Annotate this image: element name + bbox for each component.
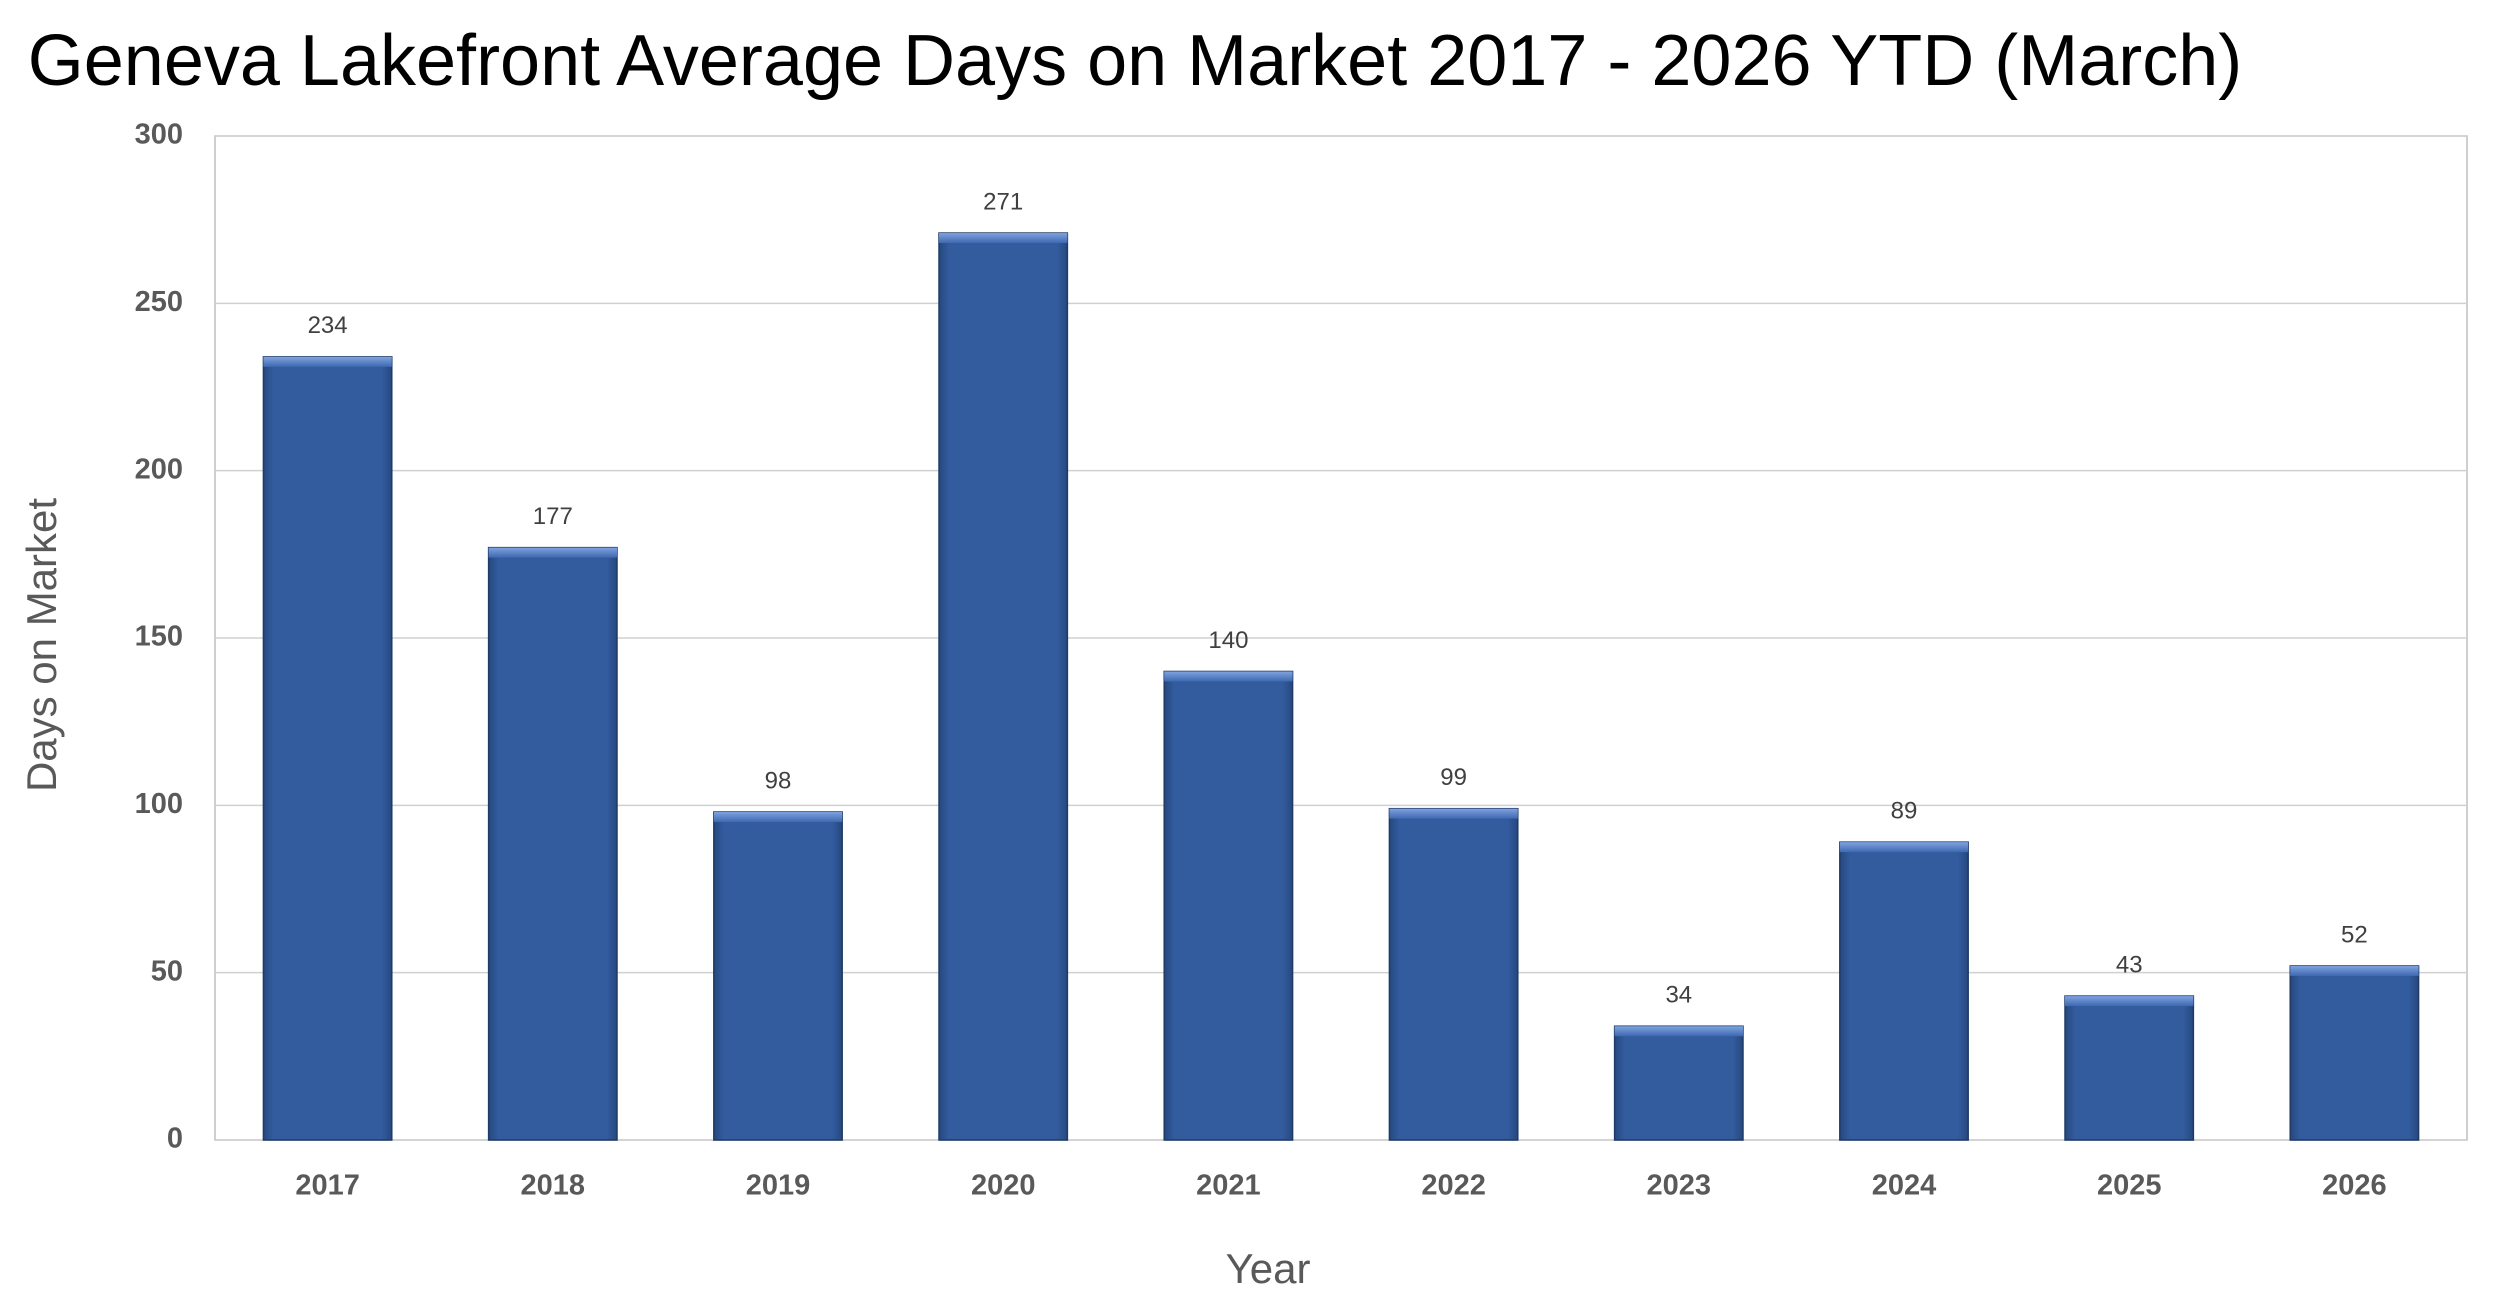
x-tick-label: 2026 (2322, 1170, 2387, 1202)
value-label: 234 (308, 312, 348, 339)
x-tick-label: 2017 (295, 1170, 360, 1202)
x-tick-label: 2018 (521, 1170, 586, 1202)
bar (2064, 995, 2195, 1141)
value-label: 98 (765, 767, 792, 794)
bar (713, 811, 843, 1141)
y-tick-label: 50 (151, 955, 183, 987)
y-axis-title: Days on Market (18, 498, 65, 792)
value-label: 89 (1891, 797, 1918, 824)
bar (1163, 670, 1294, 1141)
x-tick-label: 2021 (1196, 1170, 1261, 1202)
x-tick-label: 2023 (1647, 1170, 1712, 1202)
x-tick-label: 2019 (746, 1170, 811, 1202)
value-label: 52 (2341, 921, 2368, 948)
y-tick-label: 250 (135, 286, 183, 318)
x-tick-label: 2025 (2097, 1170, 2162, 1202)
value-label: 99 (1440, 764, 1467, 791)
bar (938, 232, 1069, 1141)
bar (262, 356, 393, 1141)
bar (1839, 841, 1969, 1141)
bar (1613, 1025, 1744, 1141)
value-label: 140 (1208, 627, 1248, 654)
y-tick-label: 200 (135, 453, 183, 485)
x-tick-label: 2020 (971, 1170, 1036, 1202)
y-tick-label: 0 (167, 1123, 183, 1155)
y-tick-label: 100 (135, 788, 183, 820)
y-tick-label: 300 (135, 119, 183, 151)
bar (487, 546, 618, 1141)
x-tick-label: 2024 (1872, 1170, 1937, 1202)
value-label: 271 (983, 188, 1023, 215)
y-tick-label: 150 (135, 621, 183, 653)
value-label: 43 (2116, 951, 2143, 978)
x-axis-title: Year (1226, 1245, 1311, 1292)
value-label: 34 (1665, 982, 1692, 1009)
value-label: 177 (533, 503, 573, 530)
bar (1388, 807, 1519, 1141)
chart-title: Geneva Lakefront Average Days on Market … (28, 21, 2243, 101)
bar (2289, 965, 2420, 1141)
x-tick-label: 2022 (1421, 1170, 1486, 1202)
